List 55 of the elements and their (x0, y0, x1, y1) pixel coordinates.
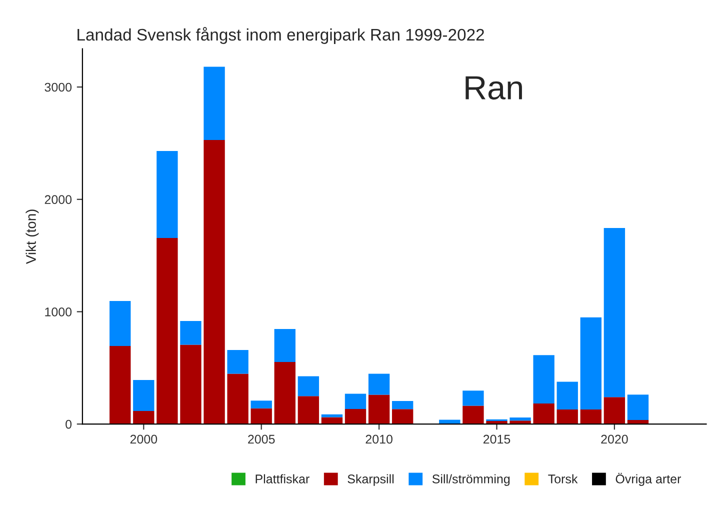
annotation: Ran (466, 76, 522, 100)
bar (556, 409, 578, 424)
bar (227, 374, 248, 424)
bar (368, 394, 390, 424)
legend-label: Övriga arter (616, 472, 681, 486)
legend-label: Sill/strömming (432, 474, 510, 486)
legend-label: Plattfiskar (256, 474, 310, 484)
bar (156, 238, 178, 424)
bar (580, 317, 602, 410)
bar (133, 411, 154, 424)
bar (204, 140, 225, 424)
x-tick-label: 2000 (130, 434, 158, 444)
bar (133, 380, 154, 412)
bar (180, 321, 202, 345)
bar (510, 418, 531, 421)
y-tick-label: 1000 (45, 308, 72, 316)
bar (180, 344, 202, 424)
legend-label: Skarpsill (348, 474, 394, 486)
bar (250, 408, 272, 424)
bar (298, 376, 320, 396)
bar (462, 390, 484, 406)
bar (627, 394, 649, 420)
bar (533, 403, 554, 424)
bar (580, 409, 602, 424)
bar (368, 374, 390, 395)
bar (392, 409, 414, 424)
bar (556, 382, 578, 410)
y-tick-label: 3000 (44, 82, 72, 92)
bar (274, 329, 296, 362)
y-tick-label: 2000 (44, 195, 72, 204)
bar (321, 414, 343, 418)
x-tick-label: 2005 (248, 434, 275, 444)
bar (227, 350, 248, 374)
bar (344, 408, 366, 424)
bar (156, 150, 178, 238)
bar (533, 355, 554, 404)
bar (110, 301, 131, 346)
bar (274, 362, 296, 424)
bar (392, 401, 414, 410)
y-tick-label: 0 (66, 420, 72, 429)
bar (604, 228, 626, 398)
bar (510, 420, 531, 424)
x-tick-label: 2015 (483, 434, 510, 444)
y-axis-title: Vikt (ton) (26, 210, 39, 264)
bar (344, 394, 366, 409)
x-tick-label: 2020 (601, 434, 628, 444)
bar (462, 406, 484, 424)
legend-label: Torsk (548, 474, 578, 484)
bar (298, 396, 320, 424)
bar (204, 66, 225, 140)
bar (110, 346, 131, 424)
chart-title: Landad Svensk fångst inom energipark Ran 1999-2022 (78, 27, 484, 44)
bar (250, 400, 272, 408)
bar (604, 397, 626, 424)
x-tick-label: 2010 (366, 434, 392, 444)
